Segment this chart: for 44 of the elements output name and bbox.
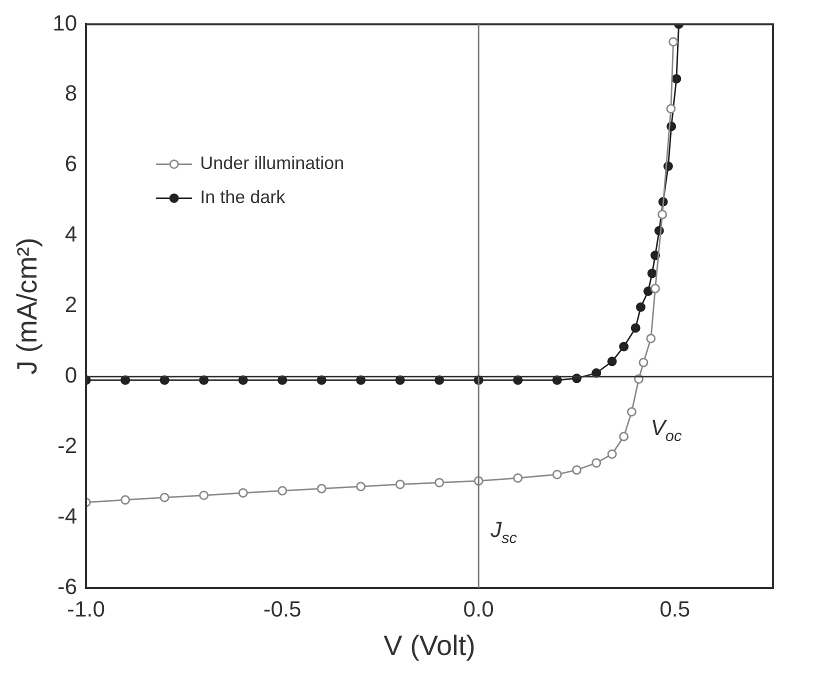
point [619, 342, 629, 352]
point [395, 480, 405, 490]
point [434, 478, 444, 488]
point [356, 482, 366, 492]
point [646, 334, 656, 344]
y-tick-label: -4 [58, 504, 78, 529]
point [643, 286, 653, 296]
y-tick-label: 6 [64, 151, 78, 176]
legend-label: In the dark [200, 187, 286, 208]
point [238, 488, 248, 498]
point [592, 458, 602, 468]
point [647, 268, 657, 278]
point [607, 356, 617, 366]
y-tick-label: 10 [52, 10, 78, 36]
x-tick-label: 0.5 [660, 596, 690, 622]
y-axis-title: J (mA/cm²) [12, 238, 43, 375]
point [607, 449, 617, 459]
point [630, 323, 640, 333]
point [650, 284, 660, 294]
point [199, 490, 209, 500]
point [160, 492, 170, 502]
point [316, 484, 326, 494]
point [513, 473, 523, 483]
point [638, 358, 648, 368]
x-tick-label: -0.5 [263, 596, 302, 622]
point [636, 302, 646, 312]
point [668, 37, 678, 47]
point [666, 104, 676, 114]
legend-label: Under illumination [200, 153, 344, 174]
point [572, 465, 582, 475]
x-axis-title: V (Volt) [384, 630, 476, 661]
x-tick-label: 0.0 [463, 596, 494, 622]
y-tick-label: -2 [58, 433, 78, 458]
point [278, 486, 288, 496]
point [626, 407, 636, 417]
point [672, 74, 682, 84]
point [658, 210, 668, 220]
y-tick-label: 2 [64, 292, 78, 318]
y-tick-label: 8 [64, 80, 78, 106]
y-tick-label: 4 [64, 222, 78, 247]
point [120, 495, 130, 505]
point [619, 432, 629, 442]
y-tick-label: 0 [64, 362, 78, 388]
point [552, 470, 562, 480]
